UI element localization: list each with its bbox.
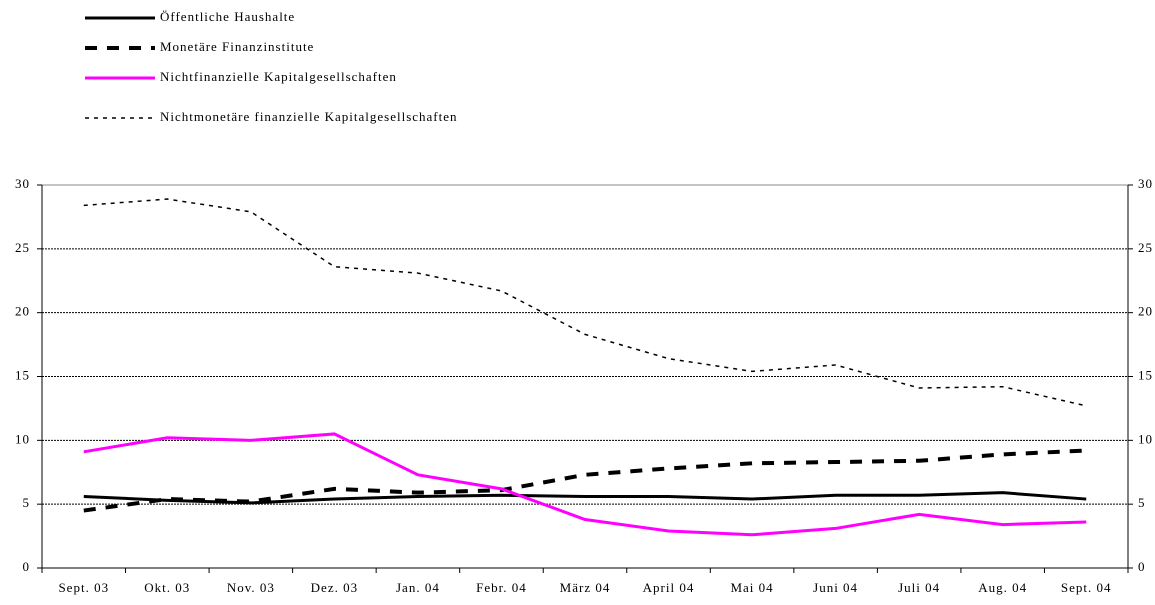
x-tick-label: Sept. 04 xyxy=(1061,580,1112,595)
x-tick-label: Okt. 03 xyxy=(144,580,190,595)
x-tick-label: Febr. 04 xyxy=(476,580,527,595)
y-tick-label: 0 xyxy=(23,559,31,574)
y2-tick-label: 20 xyxy=(1138,304,1153,319)
legend-label: Nichtfinanzielle Kapitalgesellschaften xyxy=(160,69,397,84)
x-tick-label: Sept. 03 xyxy=(58,580,109,595)
y2-tick-label: 0 xyxy=(1138,559,1146,574)
x-tick-label: April 04 xyxy=(643,580,695,595)
series-line xyxy=(83,448,1087,513)
y-tick-label: 5 xyxy=(23,495,31,510)
x-tick-label: Juni 04 xyxy=(813,580,858,595)
y2-tick-label: 25 xyxy=(1138,240,1153,255)
y2-tick-label: 30 xyxy=(1138,176,1153,191)
x-tick-label: Mai 04 xyxy=(730,580,773,595)
y-tick-label: 20 xyxy=(15,304,30,319)
series-line xyxy=(83,432,1087,537)
y2-tick-label: 5 xyxy=(1138,495,1146,510)
x-tick-label: Juli 04 xyxy=(898,580,940,595)
legend-label: Öffentliche Haushalte xyxy=(160,9,295,24)
legend-label: Monetäre Finanzinstitute xyxy=(160,39,314,54)
series-line xyxy=(83,198,1087,407)
y2-tick-label: 10 xyxy=(1138,431,1153,446)
x-tick-label: Jan. 04 xyxy=(396,580,440,595)
x-tick-label: Nov. 03 xyxy=(227,580,275,595)
x-tick-label: März 04 xyxy=(560,580,611,595)
y-tick-label: 30 xyxy=(15,176,30,191)
y-tick-label: 15 xyxy=(15,367,30,382)
x-tick-label: Aug. 04 xyxy=(978,580,1027,595)
y-tick-label: 10 xyxy=(15,431,30,446)
y2-tick-label: 15 xyxy=(1138,367,1153,382)
x-tick-label: Dez. 03 xyxy=(311,580,358,595)
series-line xyxy=(83,491,1087,505)
y-tick-label: 25 xyxy=(15,240,30,255)
legend-label: Nichtmonetäre finanzielle Kapitalgesells… xyxy=(160,109,458,124)
